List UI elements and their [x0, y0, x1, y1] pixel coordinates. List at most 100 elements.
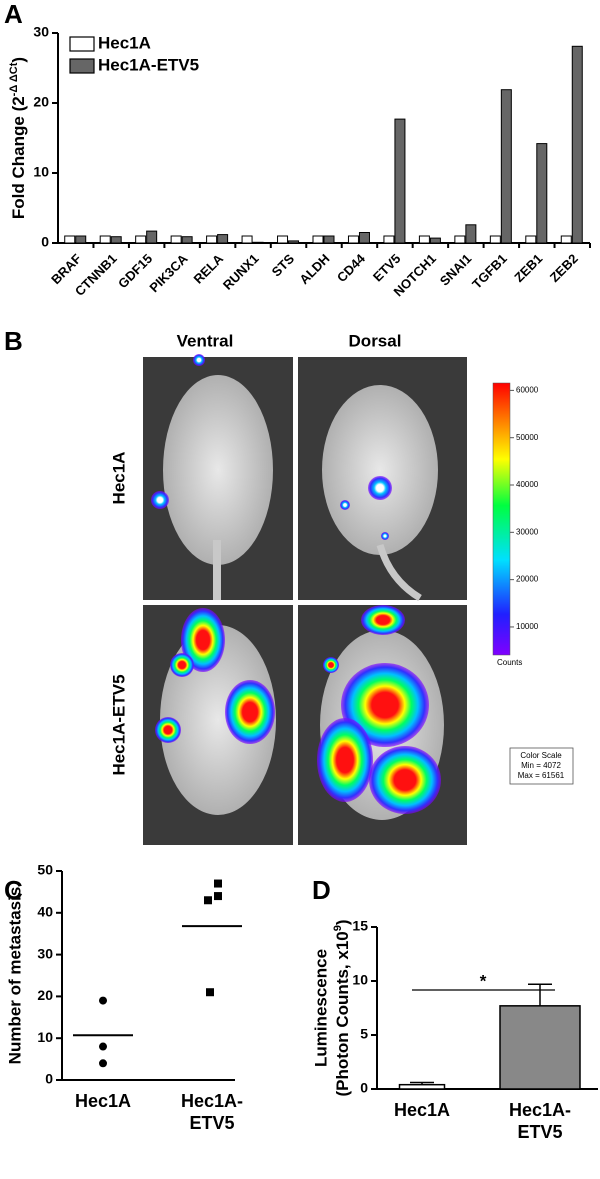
legend-label: Hec1A-ETV5: [98, 55, 199, 74]
row-label: Hec1A: [109, 452, 128, 505]
point: [204, 896, 212, 905]
legend-swatch: [69, 36, 95, 52]
panel-label: C: [4, 875, 23, 905]
bar: [181, 236, 193, 244]
column-label: Dorsal: [349, 331, 402, 350]
y-axis-label-part: 9: [332, 925, 344, 931]
colorbar-tick-label: 20000: [516, 575, 539, 584]
colorbar-tick-label: 10000: [516, 622, 539, 631]
legend-swatch: [69, 58, 95, 74]
point: [214, 879, 222, 888]
point: [206, 988, 214, 997]
bar: [499, 1005, 581, 1090]
bar: [500, 89, 512, 244]
x-tick-label: CD44: [334, 250, 369, 285]
y-axis-label-part: (Photon Counts, x10: [333, 931, 352, 1096]
bar: [454, 235, 466, 244]
colorbar-tick-label: 40000: [516, 480, 539, 489]
x-tick-label: Hec1A-ETV5: [508, 1100, 572, 1142]
y-tick-label: 20: [33, 94, 49, 110]
x-tick-label: ZEB2: [547, 251, 581, 285]
legend-label: Hec1A: [98, 33, 151, 52]
bar: [64, 235, 76, 244]
colorbar-tick-label: 60000: [516, 385, 539, 394]
point: [214, 892, 222, 901]
x-tick-label: SNAI1: [437, 251, 475, 289]
colorbar-label: Counts: [497, 658, 522, 667]
colorbar-tick-label: 30000: [516, 527, 539, 536]
y-tick-label: 10: [33, 164, 49, 180]
bar: [312, 235, 324, 244]
y-axis-label: Number of metastasis: [5, 887, 24, 1065]
y-axis-label-part: Fold Change (2: [9, 96, 28, 219]
y-tick-label: 0: [45, 1071, 53, 1087]
bar: [571, 45, 583, 244]
bar: [429, 237, 441, 244]
x-tick-label: STS: [269, 251, 298, 280]
scale-box-text: Color Scale: [520, 751, 562, 760]
y-tick-label: 0: [41, 234, 49, 250]
x-tick-label: PIK3CA: [146, 251, 191, 296]
bar: [99, 235, 111, 244]
x-tick-label: Hec1A-ETV5: [180, 1091, 244, 1133]
bar: [323, 235, 335, 244]
bar: [206, 235, 218, 244]
scale-box-text: Max = 61561: [518, 771, 565, 780]
x-tick-label: Hec1A-ETV5: [508, 1100, 572, 1142]
bar: [110, 236, 122, 244]
y-axis-label: Fold Change (2-Δ ΔCt): [8, 57, 29, 219]
bar: [75, 235, 87, 244]
bar: [170, 235, 182, 244]
bar: [383, 235, 395, 244]
bar: [418, 235, 430, 244]
bar: [135, 235, 147, 244]
y-axis-label: (Photon Counts, x109): [332, 919, 353, 1096]
imaging-grid: [143, 354, 574, 845]
x-tick-label: TGFB1: [469, 251, 510, 292]
scale-box-text: Min = 4072: [521, 761, 561, 770]
y-axis-label: Luminescence: [311, 949, 330, 1067]
point: [99, 996, 107, 1005]
x-tick-label: Hec1A: [393, 1100, 451, 1120]
bar: [252, 241, 264, 244]
y-tick-label: 20: [37, 987, 53, 1003]
panel-label: B: [4, 326, 23, 356]
y-tick-label: 50: [37, 862, 53, 878]
x-tick-label: Hec1A: [74, 1091, 132, 1111]
x-tick-label: Hec1A-ETV5: [180, 1091, 244, 1133]
x-tick-label: Hec1A: [74, 1091, 132, 1111]
row-label: Hec1A-ETV5: [109, 674, 128, 775]
y-tick-label: 40: [37, 904, 53, 920]
bar: [465, 224, 477, 244]
y-tick-label: 10: [37, 1029, 53, 1045]
y-tick-label: 10: [352, 972, 368, 988]
x-tick-label: ALDH: [296, 251, 332, 287]
bar: [525, 235, 537, 244]
y-tick-label: 0: [360, 1080, 368, 1096]
error-bar: [528, 983, 552, 1006]
x-tick-label: RUNX1: [220, 251, 262, 293]
point: [99, 1059, 107, 1068]
bar: [217, 234, 229, 244]
panel-label: A: [4, 0, 23, 29]
column-label: Ventral: [177, 331, 234, 350]
error-bar: [410, 1081, 434, 1085]
y-axis-label-part: ): [9, 57, 28, 63]
x-tick-label: ZEB1: [511, 251, 545, 285]
bar: [560, 235, 572, 244]
panel-label: D: [312, 875, 331, 905]
bar: [146, 230, 158, 244]
bar: [288, 240, 300, 244]
bar: [489, 235, 501, 244]
bar: [277, 235, 289, 244]
annotation: *: [480, 971, 487, 990]
x-tick-label: Hec1A: [393, 1100, 451, 1120]
y-tick-label: 15: [352, 918, 368, 934]
bar: [241, 235, 253, 244]
y-tick-label: 30: [33, 24, 49, 40]
y-tick-label: 30: [37, 945, 53, 961]
y-axis-label-part: ): [333, 919, 352, 925]
bar: [398, 1083, 446, 1090]
bar: [394, 118, 406, 244]
